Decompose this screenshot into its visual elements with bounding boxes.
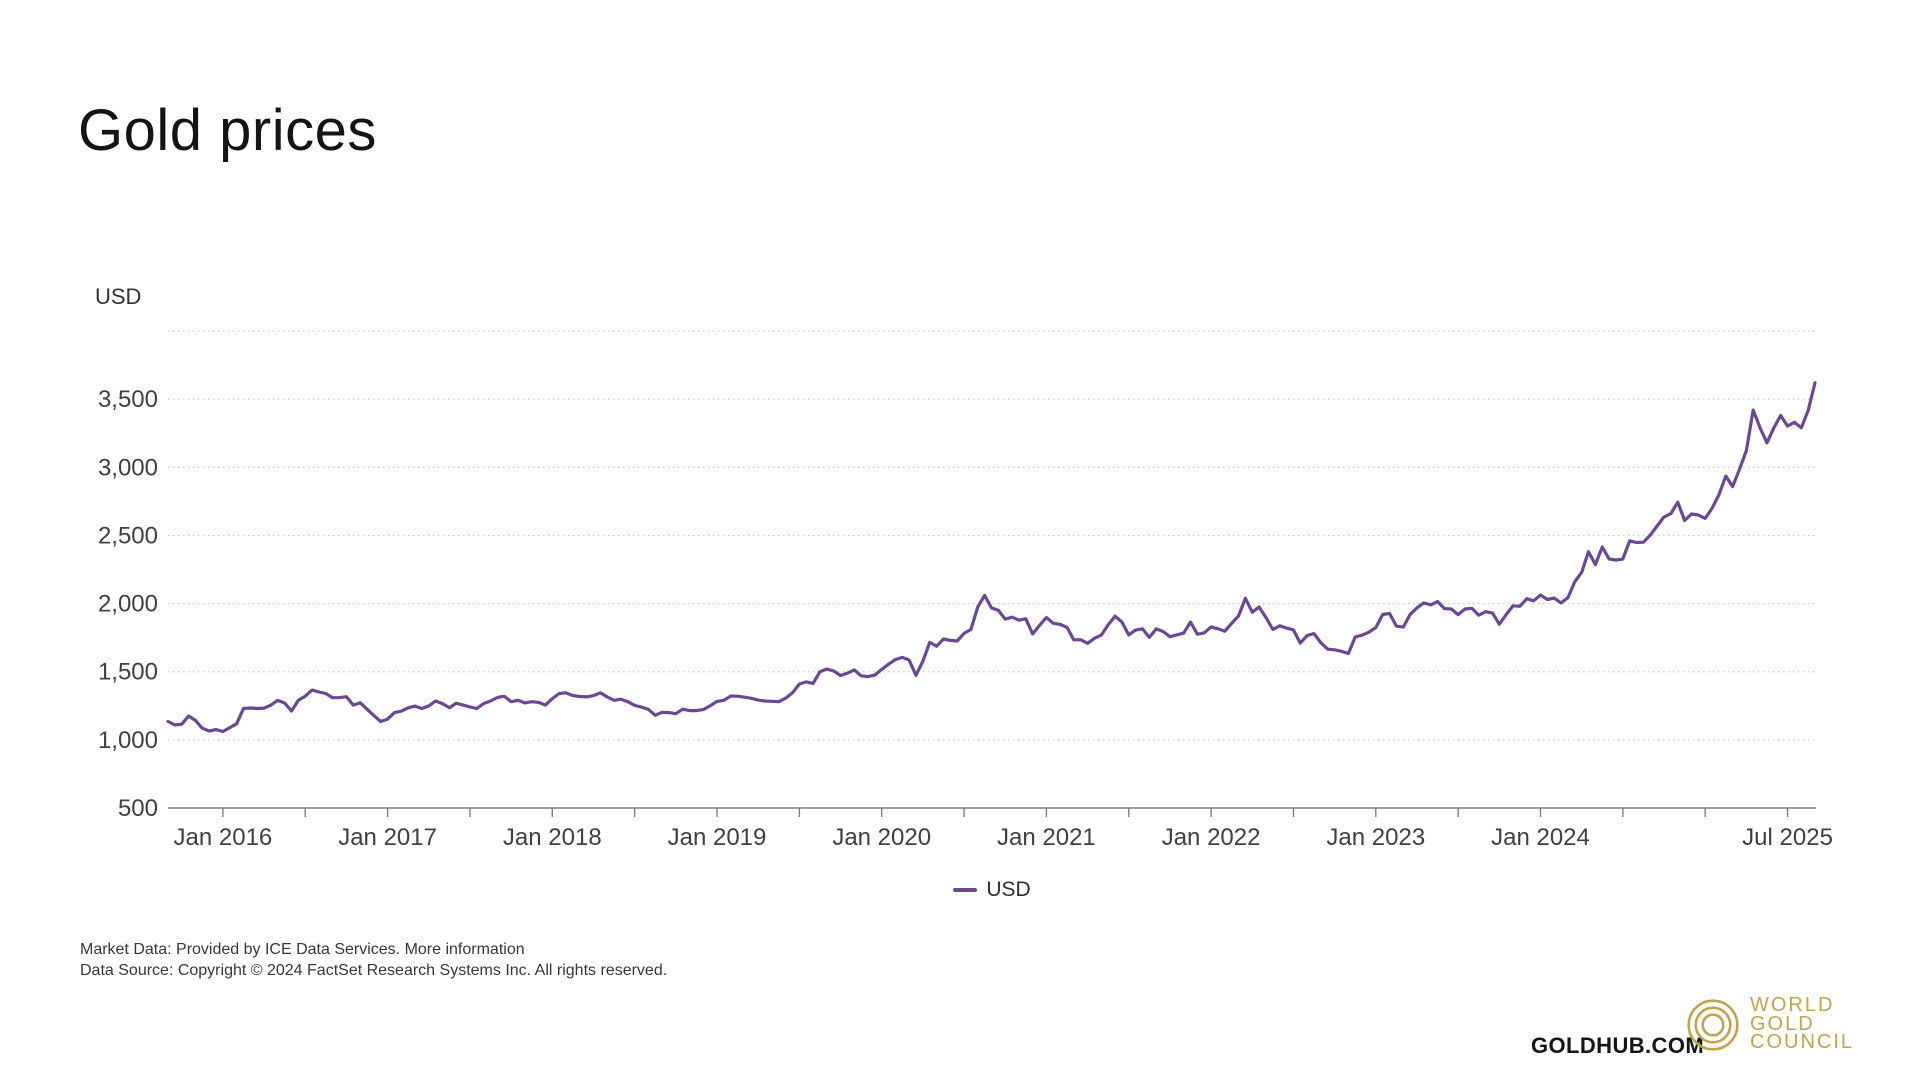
usd-price-line[interactable] bbox=[166, 381, 1817, 734]
x-axis-label-2019-1: Jan 2019 bbox=[668, 824, 767, 851]
wgc-word-world: WORLD bbox=[1750, 994, 1835, 1016]
y-axis-label-3500: 3,500 bbox=[98, 386, 158, 413]
world-gold-council-wordmark: WORLD GOLD COUNCIL bbox=[1750, 994, 1855, 1053]
x-axis-label-2017-1: Jan 2017 bbox=[338, 824, 437, 851]
x-axis-label-2023-1: Jan 2023 bbox=[1326, 824, 1425, 851]
more-information-link[interactable]: More information bbox=[404, 941, 525, 958]
y-axis-label-1500: 1,500 bbox=[98, 659, 158, 686]
x-axis-label-2022-1: Jan 2022 bbox=[1162, 824, 1261, 851]
market-data-text: Market Data: Provided by ICE Data Servic… bbox=[80, 941, 405, 958]
y-axis-label-1000: 1,000 bbox=[98, 727, 158, 754]
page-title: Gold prices bbox=[78, 97, 377, 163]
legend: USD bbox=[168, 878, 1816, 902]
wgc-word-council: COUNCIL bbox=[1750, 1031, 1855, 1053]
x-axis-label-2020-1: Jan 2020 bbox=[832, 824, 931, 851]
y-axis-label-2000: 2,000 bbox=[98, 591, 158, 618]
footer-attribution: Market Data: Provided by ICE Data Servic… bbox=[80, 939, 667, 981]
world-gold-council-logo-icon bbox=[1687, 999, 1739, 1051]
y-axis-label-500: 500 bbox=[118, 795, 158, 822]
x-axis-label-2024-1: Jan 2024 bbox=[1491, 824, 1590, 851]
legend-label: USD bbox=[986, 878, 1031, 901]
legend-line-swatch bbox=[953, 888, 978, 892]
y-axis-label-3000: 3,000 bbox=[98, 454, 158, 481]
wgc-word-gold: GOLD bbox=[1750, 1012, 1815, 1035]
x-axis-label-2025-7: Jul 2025 bbox=[1742, 824, 1833, 851]
y-axis-unit-label: USD bbox=[95, 284, 142, 309]
market-data-line: Market Data: Provided by ICE Data Servic… bbox=[80, 939, 667, 960]
x-axis-label-2016-1: Jan 2016 bbox=[174, 824, 273, 851]
legend-item-usd[interactable]: USD bbox=[953, 878, 1031, 902]
y-axis-label-2500: 2,500 bbox=[98, 522, 158, 549]
x-axis-label-2018-1: Jan 2018 bbox=[503, 824, 602, 851]
goldhub-com-link[interactable]: GOLDHUB.COM bbox=[1531, 1033, 1705, 1058]
data-source-line: Data Source: Copyright © 2024 FactSet Re… bbox=[80, 962, 668, 979]
x-axis-label-2021-1: Jan 2021 bbox=[997, 824, 1096, 851]
